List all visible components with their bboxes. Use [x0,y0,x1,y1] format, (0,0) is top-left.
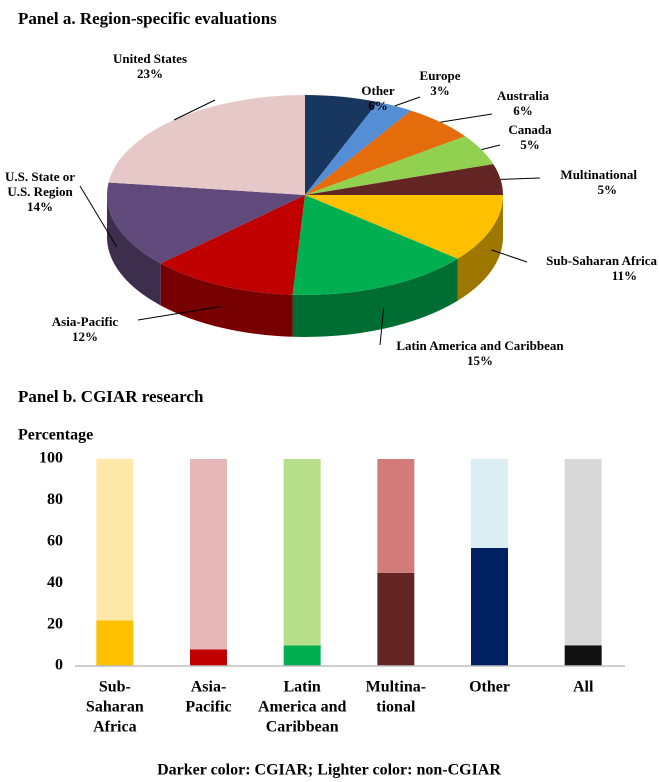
x-tick-label: Latin [283,679,320,696]
x-tick-label: Pacific [185,699,231,716]
slice-side [107,195,161,306]
y-tick-label: 20 [47,615,63,632]
bar-segment [96,459,134,621]
slice-label: U.S. State or [5,169,75,184]
slice-label: Multinational [560,167,637,182]
bar-segment [377,459,415,573]
leader-line [481,144,501,151]
x-tick-label: Multina- [366,679,426,696]
slice-value-label: 6% [513,103,533,118]
bar-segment [564,459,602,646]
leader-line [491,249,528,263]
bar-segment [564,645,602,666]
panel-b-title: Panel b. CGIAR research [18,387,204,406]
bar-segment [283,645,321,666]
leader-line [79,185,118,248]
slice [305,102,412,195]
slice-value-label: 14% [27,199,53,214]
y-tick-label: 60 [47,532,63,549]
panel-a-title: Panel a. Region-specific evaluations [18,9,277,28]
bar-segment [471,548,508,666]
slice-label: Asia-Pacific [52,314,119,329]
y-tick-label: 100 [39,450,63,467]
bar-segment [283,459,321,646]
x-tick-label: Sub- [99,679,131,696]
bar-segment [190,459,227,650]
slice-value-label: 5% [520,137,540,152]
slice [305,110,466,195]
slice [305,195,503,259]
slice-label: U.S. Region [7,184,73,199]
leader-line [440,113,493,123]
x-tick-label: America and [258,699,347,716]
slice-value-label: 6% [368,98,388,113]
x-tick-label: All [573,679,594,696]
slice [108,95,306,195]
leader-line [500,177,541,180]
slice-value-label: 15% [467,353,493,368]
x-tick-label: Asia- [191,679,227,696]
slice-value-label: 11% [612,268,637,283]
slice-value-label: 12% [72,329,98,344]
slice [160,195,305,295]
slice [107,182,306,264]
x-tick-label: Caribbean [266,719,339,736]
slice-value-label: 23% [137,66,163,81]
slice-label: Latin America and Caribbean [396,338,564,353]
slice [305,95,378,195]
slice-label: United States [113,51,187,66]
bar-segment [190,649,227,666]
y-tick-label: 0 [55,657,63,674]
y-axis-label: Percentage [18,427,93,444]
slice-value-label: 5% [598,182,618,197]
slice-value-label: 3% [430,83,450,98]
bar-segment [471,459,508,549]
note: Darker color: CGIAR; Lighter color: non-… [157,762,501,779]
slice [305,164,503,195]
x-tick-label: tional [376,699,416,716]
leader-line [379,307,385,346]
x-tick-label: Africa [93,719,137,736]
slice-side [457,195,503,301]
leader-line [137,305,221,321]
x-tick-label: Other [469,679,510,696]
slice-label: Sub-Saharan Africa [546,253,657,268]
bar-segment [377,572,415,666]
slice [305,136,494,195]
x-tick-label: Saharan [86,699,144,716]
leader-line [394,96,421,107]
y-tick-label: 40 [47,574,63,591]
bar-segment [96,620,134,666]
slice [292,195,458,295]
slice-label: Canada [508,122,552,137]
leader-line [173,99,216,121]
slice-side [160,263,293,337]
slice-label: Australia [497,88,550,103]
slice-label: Europe [420,68,461,83]
slice-side [292,258,458,337]
slice-label: Other [361,83,394,98]
y-tick-label: 80 [47,491,63,508]
